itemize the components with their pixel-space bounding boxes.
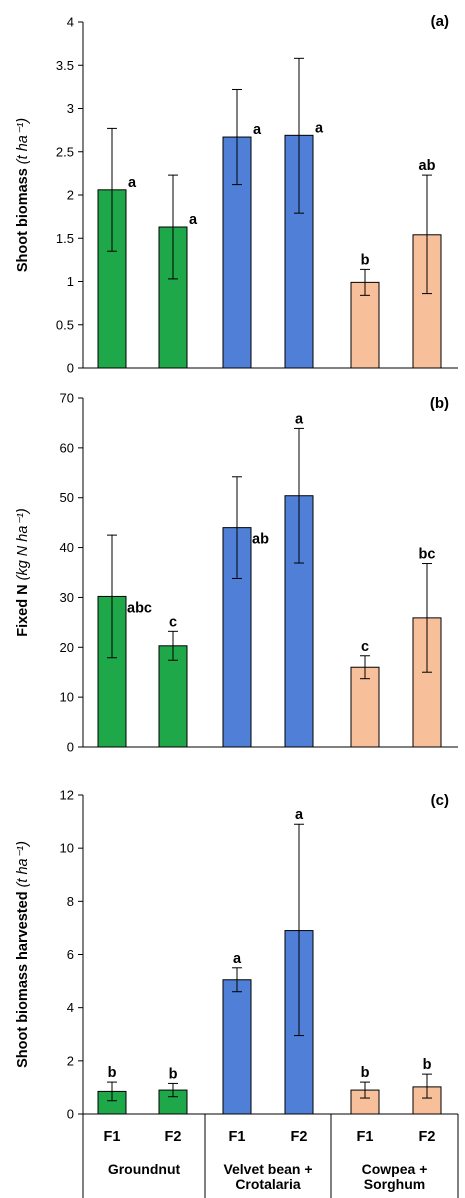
y-axis-title-unit: (kg N ha⁻¹) <box>15 508 31 580</box>
significance-letter: a <box>253 122 262 138</box>
y-axis-title-main: Shoot biomass harvested <box>15 887 31 1068</box>
category-axis: F1 F2 Groundnut F1 F2 Velvet bean +Crotalaria… <box>82 1114 459 1198</box>
y-tick-label: 1 <box>67 274 74 289</box>
y-tick-label: 3.5 <box>56 58 74 73</box>
y-tick-label: 4 <box>67 1000 74 1015</box>
treatment-label: F2 <box>291 1129 308 1145</box>
significance-letter: a <box>295 807 304 823</box>
y-tick-label: 0.5 <box>56 317 74 332</box>
y-axis-title-unit: (t ha⁻¹) <box>15 118 31 164</box>
treatment-label: F1 <box>357 1129 374 1145</box>
bar <box>350 666 380 748</box>
significance-letter: a <box>315 120 324 136</box>
y-axis-title-main: Shoot biomass <box>15 164 31 272</box>
y-tick-label: 10 <box>60 841 74 856</box>
y-tick-label: 60 <box>60 440 74 455</box>
significance-letter: c <box>361 639 369 655</box>
y-tick-label: 6 <box>67 947 74 962</box>
y-tick-label: 12 <box>60 788 74 803</box>
significance-letter: a <box>189 212 198 228</box>
y-tick-label: 0 <box>67 740 74 755</box>
significance-letter: b <box>361 1065 370 1081</box>
y-tick-label: 30 <box>60 590 74 605</box>
treatment-label: F2 <box>165 1129 182 1145</box>
group-label: Groundnut <box>108 1161 181 1177</box>
y-axis-title: Fixed N (kg N ha⁻¹) <box>15 508 31 637</box>
significance-letter: b <box>361 252 370 268</box>
chart-panel-3: 0 2 4 6 8 10 12 Shoot biomass harvested (t ha⁻¹… <box>15 788 458 1122</box>
y-tick-label: 3 <box>67 101 74 116</box>
significance-letter: bc <box>419 547 436 563</box>
significance-letter: a <box>295 411 304 427</box>
y-tick-label: 40 <box>60 540 74 555</box>
significance-letter: ab <box>252 532 269 548</box>
y-tick-label: 0 <box>67 1107 74 1122</box>
y-tick-label: 2 <box>67 188 74 203</box>
significance-letter: ab <box>419 158 436 174</box>
panel-label: (a) <box>431 13 449 30</box>
y-tick-label: 70 <box>60 391 74 406</box>
significance-letter: b <box>108 1065 117 1081</box>
group-label: Cowpea + <box>362 1161 428 1177</box>
y-tick-label: 8 <box>67 894 74 909</box>
bar <box>158 645 188 748</box>
treatment-label: F2 <box>419 1129 436 1145</box>
y-axis-title: Shoot biomass (t ha⁻¹) <box>15 118 31 272</box>
group-label: Sorghum <box>364 1176 425 1192</box>
y-axis-title: Shoot biomass harvested (t ha⁻¹) <box>15 841 31 1068</box>
group-label: Velvet bean + <box>223 1161 312 1177</box>
significance-letter: a <box>233 951 242 967</box>
panel-label: (b) <box>430 395 449 412</box>
significance-letter: b <box>423 1057 432 1073</box>
significance-letter: a <box>128 175 137 191</box>
significance-letter: b <box>169 1066 178 1082</box>
y-tick-label: 2.5 <box>56 144 74 159</box>
y-tick-label: 0 <box>67 361 74 376</box>
significance-letter: c <box>169 614 177 630</box>
y-tick-label: 2 <box>67 1053 74 1068</box>
bar <box>222 979 252 1115</box>
y-tick-label: 4 <box>67 15 74 30</box>
y-axis-title-unit: (t ha⁻¹) <box>15 841 31 887</box>
y-tick-label: 10 <box>60 690 74 705</box>
panel-label: (c) <box>431 792 449 809</box>
treatment-label: F1 <box>104 1129 121 1145</box>
treatment-label: F1 <box>229 1129 246 1145</box>
group-label: Crotalaria <box>235 1176 301 1192</box>
bar <box>350 281 380 369</box>
y-tick-label: 50 <box>60 490 74 505</box>
bar <box>284 134 314 369</box>
significance-letter: abc <box>127 600 152 616</box>
y-tick-label: 20 <box>60 640 74 655</box>
y-axis-title-main: Fixed N <box>15 580 31 636</box>
y-tick-label: 1.5 <box>56 231 74 246</box>
